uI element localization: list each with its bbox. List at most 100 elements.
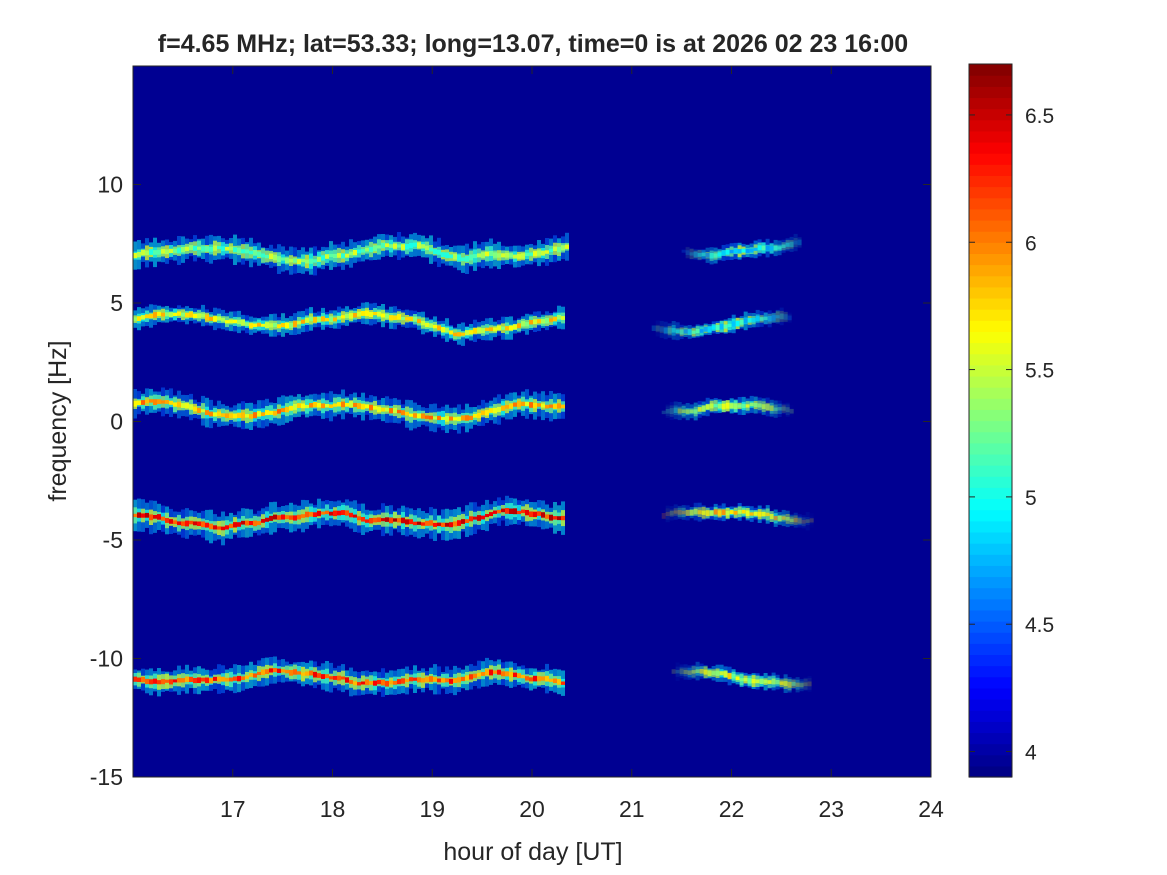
trace-core-cell: [683, 329, 688, 334]
trace-core-cell: [689, 509, 694, 516]
trace-core-cell: [661, 410, 666, 415]
colorbar-segment: [969, 554, 1012, 566]
trace-core-cell: [417, 521, 421, 525]
trace-core-cell: [741, 403, 746, 409]
trace-core-cell: [289, 670, 293, 676]
trace-core-cell: [767, 680, 772, 684]
trace-core-cell: [553, 316, 557, 322]
trace-core-cell: [453, 253, 457, 260]
trace-mid-cell: [803, 678, 808, 690]
colorbar-segment: [969, 231, 1012, 243]
trace-core-cell: [137, 252, 141, 258]
trace-core-cell: [229, 413, 233, 419]
trace-core-cell: [153, 250, 157, 255]
trace-core-cell: [729, 249, 734, 254]
trace-core-cell: [293, 258, 297, 263]
trace-core-cell: [529, 677, 533, 682]
colorbar-segment: [969, 375, 1012, 388]
x-tick-label: 24: [918, 796, 944, 822]
trace-core-cell: [729, 403, 734, 409]
trace-core-cell: [389, 244, 393, 248]
trace-core-cell: [687, 329, 692, 335]
trace-core-cell: [557, 679, 561, 685]
trace-halo-cell: [773, 400, 778, 418]
trace-core-cell: [689, 409, 694, 414]
colorbar-segment: [969, 576, 1012, 589]
trace-core-cell: [173, 679, 177, 683]
trace-core-cell: [141, 315, 145, 320]
trace-core-cell: [509, 508, 513, 514]
trace-core-cell: [309, 316, 313, 322]
trace-mid-cell: [797, 237, 802, 248]
trace-core-cell: [485, 669, 489, 675]
trace-mid-cell: [673, 405, 678, 416]
trace-core-cell: [497, 253, 501, 258]
trace-core-cell: [763, 316, 768, 321]
trace-core-cell: [489, 251, 493, 256]
trace-core-cell: [445, 678, 449, 683]
trace-core-cell: [789, 409, 794, 414]
trace-core-cell: [177, 521, 181, 526]
trace-core-cell: [661, 513, 666, 519]
trace-core-cell: [137, 677, 141, 682]
trace-core-cell: [779, 313, 784, 320]
trace-core-cell: [353, 250, 357, 256]
trace-core-cell: [289, 405, 293, 411]
chart-title: f=4.65 MHz; lat=53.33; long=13.07, time=…: [158, 30, 908, 58]
trace-core-cell: [429, 676, 433, 682]
trace-halo-cell: [655, 320, 660, 337]
trace-core-cell: [201, 246, 205, 252]
x-tick-label: 20: [519, 796, 545, 822]
trace-core-cell: [721, 509, 726, 516]
trace-core-cell: [185, 246, 189, 251]
trace-core-cell: [481, 410, 485, 416]
trace-core-cell: [669, 510, 674, 516]
trace-halo-cell: [667, 323, 672, 338]
trace-core-cell: [517, 323, 521, 329]
trace-core-cell: [461, 676, 465, 682]
trace-mid-cell: [773, 404, 778, 414]
trace-core-cell: [313, 671, 317, 678]
trace-core-cell: [405, 678, 409, 682]
trace-core-cell: [281, 257, 285, 261]
trace-core-cell: [699, 329, 704, 333]
x-axis-label: hour of day [UT]: [443, 838, 622, 866]
trace-core-cell: [727, 323, 732, 327]
colorbar-segment: [969, 765, 1012, 778]
trace-core-cell: [701, 252, 706, 257]
trace-core-cell: [691, 330, 696, 334]
trace-1: [133, 302, 565, 346]
y-axis: -15 -10 -5 0 5 10: [90, 172, 931, 790]
trace-mid-cell: [669, 405, 674, 417]
trace-core-cell: [201, 521, 205, 528]
trace-core-cell: [305, 259, 309, 264]
trace-core-cell: [549, 248, 553, 252]
colorbar: [969, 64, 1012, 778]
trace-mid-cell: [667, 326, 672, 336]
trace-core-cell: [313, 259, 317, 263]
trace-core-cell: [541, 250, 545, 256]
colorbar-segment: [969, 275, 1012, 288]
trace-core-cell: [165, 400, 169, 404]
trace-core-cell: [265, 322, 269, 328]
trace-core-cell: [181, 403, 185, 408]
trace-core-cell: [537, 676, 541, 682]
colorbar-segment: [969, 732, 1012, 745]
trace-core-cell: [767, 316, 772, 322]
trace-mid-cell: [679, 666, 684, 676]
trace-core-cell: [201, 409, 205, 413]
trace-core-cell: [229, 677, 233, 682]
y-tick-label: 5: [110, 290, 123, 316]
trace-core-cell: [165, 518, 169, 523]
trace-core-cell: [777, 515, 782, 522]
trace-core-cell: [281, 669, 285, 673]
trace-core-cell: [743, 678, 748, 682]
y-tick-label: 0: [110, 409, 123, 435]
trace-halo-cell: [805, 511, 810, 531]
trace-core-cell: [437, 678, 441, 683]
trace-core-cell: [405, 411, 409, 416]
trace-core-cell: [145, 678, 149, 685]
trace-core-cell: [277, 515, 281, 520]
trace-core-cell: [457, 416, 461, 422]
trace-core-cell: [153, 515, 157, 519]
